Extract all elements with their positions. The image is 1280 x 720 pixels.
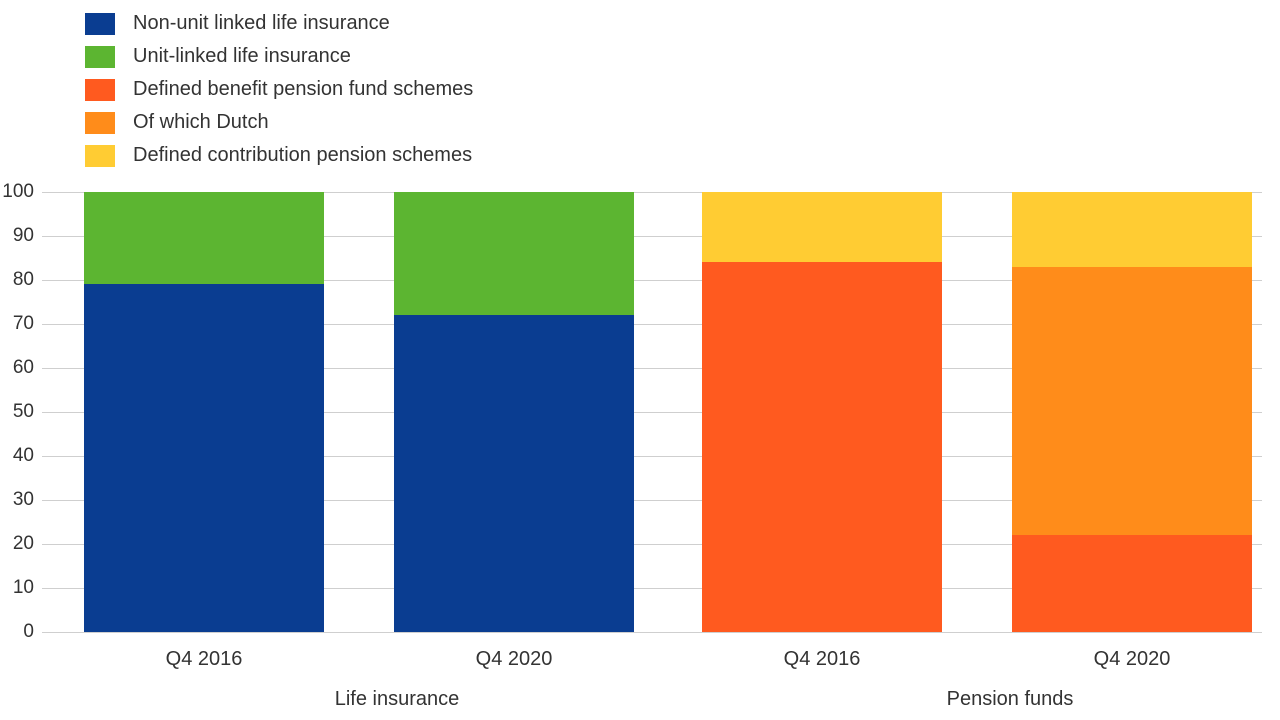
x-tick-label: Q4 2016 — [784, 648, 861, 671]
legend-label: Of which Dutch — [133, 107, 269, 138]
legend-label: Defined benefit pension fund schemes — [133, 74, 473, 105]
x-tick-label: Q4 2016 — [166, 648, 243, 671]
y-tick-label: 50 — [0, 401, 34, 423]
legend-item: Defined contribution pension schemes — [85, 140, 473, 171]
y-tick-label: 60 — [0, 357, 34, 379]
legend-item: Unit-linked life insurance — [85, 41, 473, 72]
y-tick-label: 20 — [0, 533, 34, 555]
bar — [702, 192, 942, 632]
legend-label: Defined contribution pension schemes — [133, 140, 472, 171]
legend-swatch — [85, 46, 115, 68]
chart-container: Non-unit linked life insurance Unit-link… — [0, 0, 1280, 720]
bar-segment — [394, 315, 634, 632]
x-tick-label: Q4 2020 — [1094, 648, 1171, 671]
bar-segment — [702, 262, 942, 632]
y-tick-label: 10 — [0, 577, 34, 599]
bar-segment — [84, 192, 324, 284]
y-tick-label: 30 — [0, 489, 34, 511]
gridline — [42, 632, 1262, 633]
legend-item: Of which Dutch — [85, 107, 473, 138]
bar — [84, 192, 324, 632]
y-tick-label: 70 — [0, 313, 34, 335]
legend-item: Non-unit linked life insurance — [85, 8, 473, 39]
legend-swatch — [85, 13, 115, 35]
bar-segment — [1012, 535, 1252, 632]
bar — [394, 192, 634, 632]
legend-swatch — [85, 79, 115, 101]
bar-segment — [702, 192, 942, 262]
y-tick-label: 0 — [0, 621, 34, 643]
legend-swatch — [85, 112, 115, 134]
bar-segment — [1012, 267, 1252, 535]
bar-segment — [1012, 192, 1252, 267]
y-tick-label: 40 — [0, 445, 34, 467]
y-tick-label: 90 — [0, 225, 34, 247]
legend: Non-unit linked life insurance Unit-link… — [85, 8, 473, 173]
legend-swatch — [85, 145, 115, 167]
y-tick-label: 100 — [0, 181, 34, 203]
bar-segment — [394, 192, 634, 315]
group-label: Life insurance — [335, 688, 460, 711]
legend-item: Defined benefit pension fund schemes — [85, 74, 473, 105]
legend-label: Unit-linked life insurance — [133, 41, 351, 72]
bar — [1012, 192, 1252, 632]
y-tick-label: 80 — [0, 269, 34, 291]
bar-segment — [84, 284, 324, 632]
plot-area — [42, 192, 1262, 632]
x-tick-label: Q4 2020 — [476, 648, 553, 671]
legend-label: Non-unit linked life insurance — [133, 8, 390, 39]
group-label: Pension funds — [947, 688, 1074, 711]
